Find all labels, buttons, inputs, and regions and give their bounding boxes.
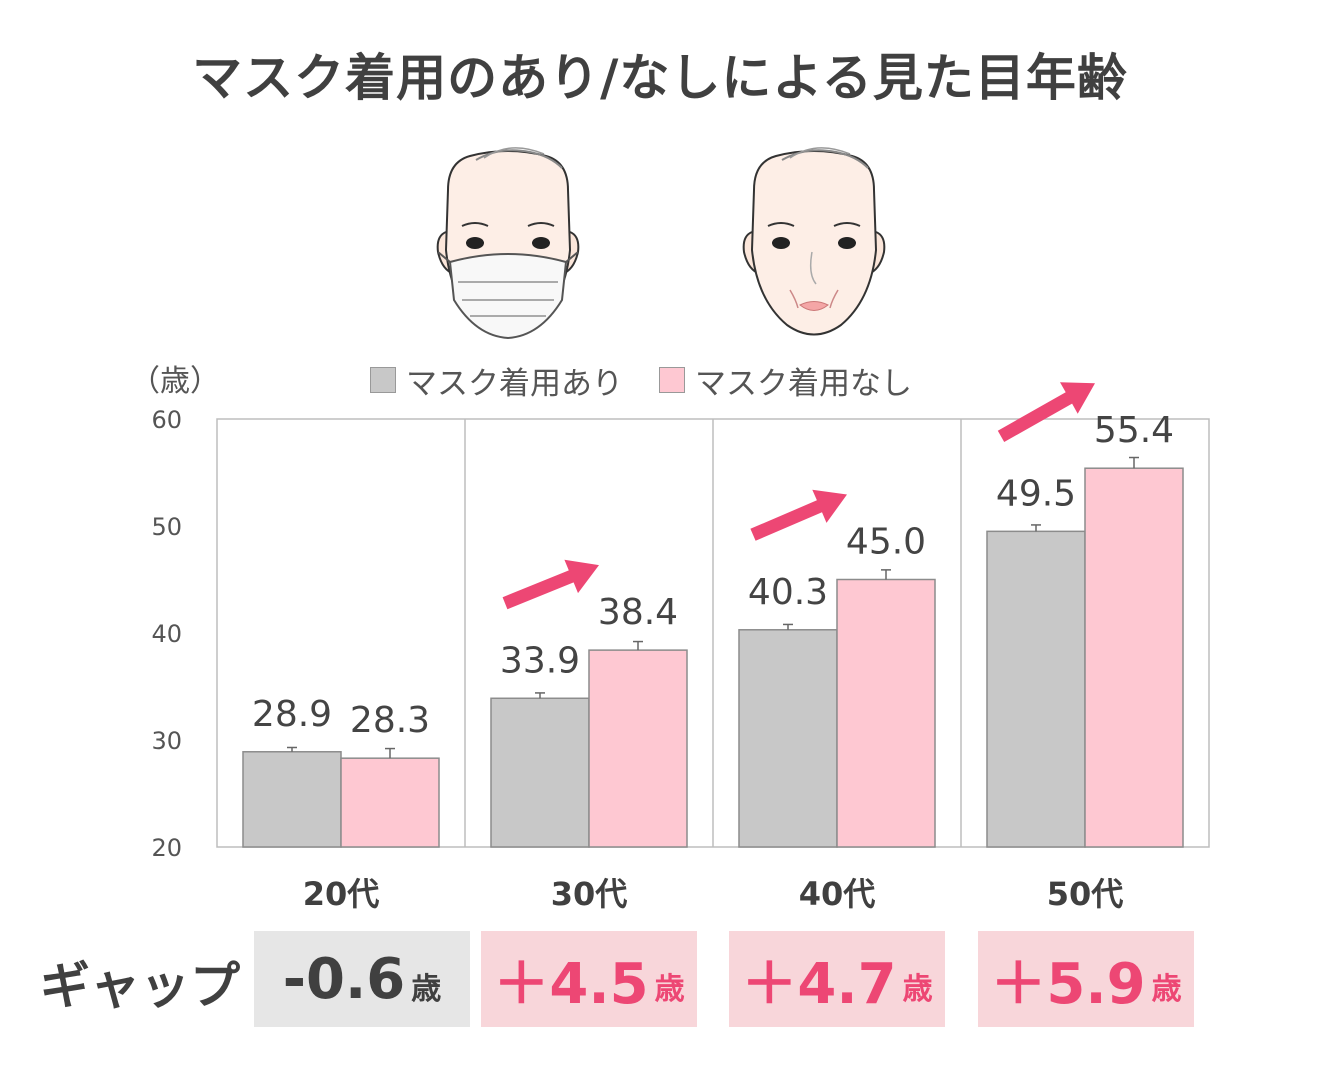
data-labels: 28.9 28.3 33.9 38.4 40.3 45.0 49.5 55.4 [252, 410, 1174, 741]
gap-row-label: ギャップ [40, 957, 240, 1015]
data-label: 55.4 [1094, 410, 1174, 451]
gap-unit: 歳 [902, 972, 933, 1007]
bar [1084, 467, 1184, 848]
gap-box-40s: ＋4.7 歳 [729, 931, 945, 1027]
chart-title: マスク着用のあり/なしによる見た目年齢 [192, 49, 1128, 107]
data-label: 28.9 [252, 694, 332, 735]
gap-unit: 歳 [411, 972, 442, 1007]
bar [738, 629, 838, 848]
data-label: 38.4 [598, 592, 678, 633]
y-tick-label: 30 [151, 727, 182, 755]
bar [242, 751, 342, 848]
bar [836, 578, 936, 848]
bar [340, 757, 440, 848]
up-trend-arrow-icon [997, 382, 1095, 442]
data-label: 40.3 [748, 572, 828, 613]
legend-swatch-masked [370, 367, 396, 393]
y-tick-label: 40 [151, 620, 182, 648]
gap-box-50s: ＋5.9 歳 [978, 931, 1194, 1027]
gap-value: ＋4.5 [493, 951, 649, 1017]
gap-unit: 歳 [654, 972, 685, 1007]
legend: マスク着用あり マスク着用なし [370, 358, 948, 403]
trend-arrows [502, 382, 1095, 610]
up-trend-arrow-icon [750, 489, 847, 541]
gap-value: -0.6 [282, 946, 406, 1012]
x-tick-label: 50代 [1047, 875, 1124, 913]
x-tick-label: 30代 [551, 875, 628, 913]
gap-box-20s: -0.6 歳 [254, 931, 470, 1027]
legend-label-masked: マスク着用あり [406, 365, 623, 402]
gap-box-30s: ＋4.5 歳 [481, 931, 697, 1027]
data-label: 28.3 [350, 700, 430, 741]
data-label: 49.5 [996, 473, 1076, 514]
bars [242, 456, 1184, 848]
x-tick-label: 20代 [303, 875, 380, 913]
masked-face-illustration [436, 147, 580, 340]
bar [986, 530, 1086, 848]
x-tick-label: 40代 [799, 875, 876, 913]
bar [490, 697, 590, 848]
legend-label-unmasked: マスク着用なし [695, 365, 912, 402]
gap-value: ＋4.7 [741, 951, 897, 1017]
legend-item-masked: マスク着用あり [370, 358, 623, 403]
data-label: 45.0 [846, 522, 926, 563]
gap-value: ＋5.9 [990, 951, 1146, 1017]
y-tick-label: 50 [151, 513, 182, 541]
y-axis: 20 30 40 50 60 [151, 406, 182, 862]
unmasked-face-illustration [742, 147, 886, 336]
plot-area [216, 418, 1210, 848]
bar [588, 649, 688, 848]
y-tick-label: 60 [151, 406, 182, 434]
legend-swatch-unmasked [659, 367, 685, 393]
gap-unit: 歳 [1151, 972, 1182, 1007]
face-illustrations [436, 147, 886, 340]
y-tick-label: 20 [151, 834, 182, 862]
up-trend-arrow-icon [502, 559, 599, 610]
x-axis: 20代 30代 40代 50代 [303, 875, 1124, 913]
data-label: 33.9 [500, 640, 580, 681]
legend-item-unmasked: マスク着用なし [659, 358, 912, 403]
y-axis-unit-label: （歳） [130, 364, 220, 399]
